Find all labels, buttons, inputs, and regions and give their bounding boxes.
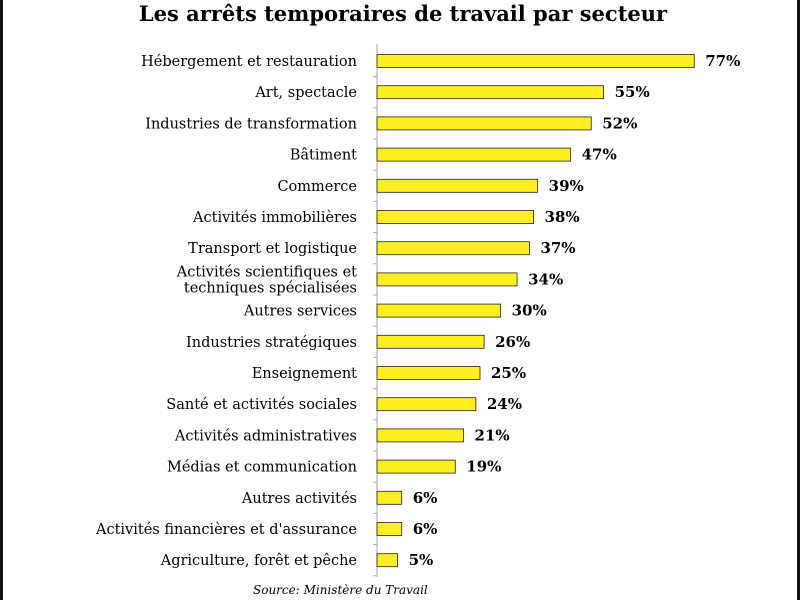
bar-chart: 77% Hébergement et restauration 55% Art, sp… xyxy=(95,44,740,577)
bar xyxy=(376,366,481,380)
bar xyxy=(376,397,477,412)
category-label-line: Bâtiment xyxy=(290,148,357,164)
bar xyxy=(376,210,534,224)
category-label: Autres services xyxy=(243,304,357,320)
bar xyxy=(376,553,399,568)
value-label: 30% xyxy=(512,302,547,320)
bar xyxy=(376,522,403,536)
category-label-line: Autres services xyxy=(243,304,357,320)
chart-title: Les arrêts temporaires de travail par se… xyxy=(138,1,668,26)
value-label: 52% xyxy=(602,114,637,132)
category-label-line: Activités immobilières xyxy=(192,210,357,226)
category-label: Commerce xyxy=(277,179,357,195)
bar xyxy=(376,490,403,505)
category-label: Transport et logistique xyxy=(188,241,357,257)
value-label: 24% xyxy=(487,395,522,413)
category-label: Activités administratives xyxy=(174,428,357,444)
category-label: Activités immobilières xyxy=(192,210,357,226)
category-label: Agriculture, forêt et pêche xyxy=(160,553,357,569)
value-label: 19% xyxy=(466,458,501,476)
value-label: 21% xyxy=(475,426,510,444)
category-label: Industries de transformation xyxy=(145,116,357,132)
category-label: Industries stratégiques xyxy=(186,335,357,351)
category-label: Hébergement et restauration xyxy=(141,54,357,70)
category-label-line: Santé et activités sociales xyxy=(166,397,357,413)
value-label: 38% xyxy=(545,208,580,226)
category-label: Activités financières et d'assurance xyxy=(95,522,357,538)
category-label-line: Activités scientifiques et xyxy=(176,264,357,280)
category-label-line: Enseignement xyxy=(252,366,357,382)
category-label: Santé et activités sociales xyxy=(166,397,357,413)
category-label-line: Industries de transformation xyxy=(145,116,357,132)
bar xyxy=(376,116,592,131)
bar xyxy=(376,303,501,318)
bar xyxy=(376,272,518,287)
category-label-line: Activités financières et d'assurance xyxy=(95,522,357,538)
value-label: 39% xyxy=(549,177,584,195)
category-label-line: Activités administratives xyxy=(174,428,357,444)
category-label: Activités scientifiques et techniques spé… xyxy=(176,264,357,296)
category-label-line: Transport et logistique xyxy=(188,241,357,257)
category-label: Enseignement xyxy=(252,366,357,382)
bar xyxy=(376,85,605,100)
category-label-line: Art, spectacle xyxy=(254,85,357,101)
category-label-line: Autres activités xyxy=(241,491,357,507)
bar xyxy=(376,54,695,68)
value-label: 5% xyxy=(409,551,434,569)
category-label: Autres activités xyxy=(241,491,357,507)
bar xyxy=(376,428,464,443)
category-label-line: Commerce xyxy=(277,179,357,195)
value-label: 26% xyxy=(495,333,530,351)
value-label: 6% xyxy=(413,489,438,507)
category-label-line: Agriculture, forêt et pêche xyxy=(160,553,357,569)
bar xyxy=(376,178,539,193)
category-label-line: Hébergement et restauration xyxy=(141,54,357,70)
value-label: 55% xyxy=(615,83,650,101)
bar xyxy=(376,334,485,349)
value-label: 34% xyxy=(528,270,563,288)
value-label: 25% xyxy=(491,364,526,382)
value-label: 37% xyxy=(540,239,575,257)
bar xyxy=(376,459,456,474)
category-label: Médias et communication xyxy=(167,460,357,476)
value-label: 6% xyxy=(413,520,438,538)
chart-source: Source: Ministère du Travail xyxy=(253,583,428,597)
category-label-line: Médias et communication xyxy=(167,460,357,476)
bar xyxy=(376,147,572,162)
value-label: 47% xyxy=(582,146,617,164)
category-label: Art, spectacle xyxy=(254,85,357,101)
category-label-line: Industries stratégiques xyxy=(186,335,357,351)
bar xyxy=(376,241,530,256)
value-label: 77% xyxy=(705,52,740,70)
category-label: Bâtiment xyxy=(290,148,357,164)
category-label-line: techniques spécialisées xyxy=(184,280,357,296)
